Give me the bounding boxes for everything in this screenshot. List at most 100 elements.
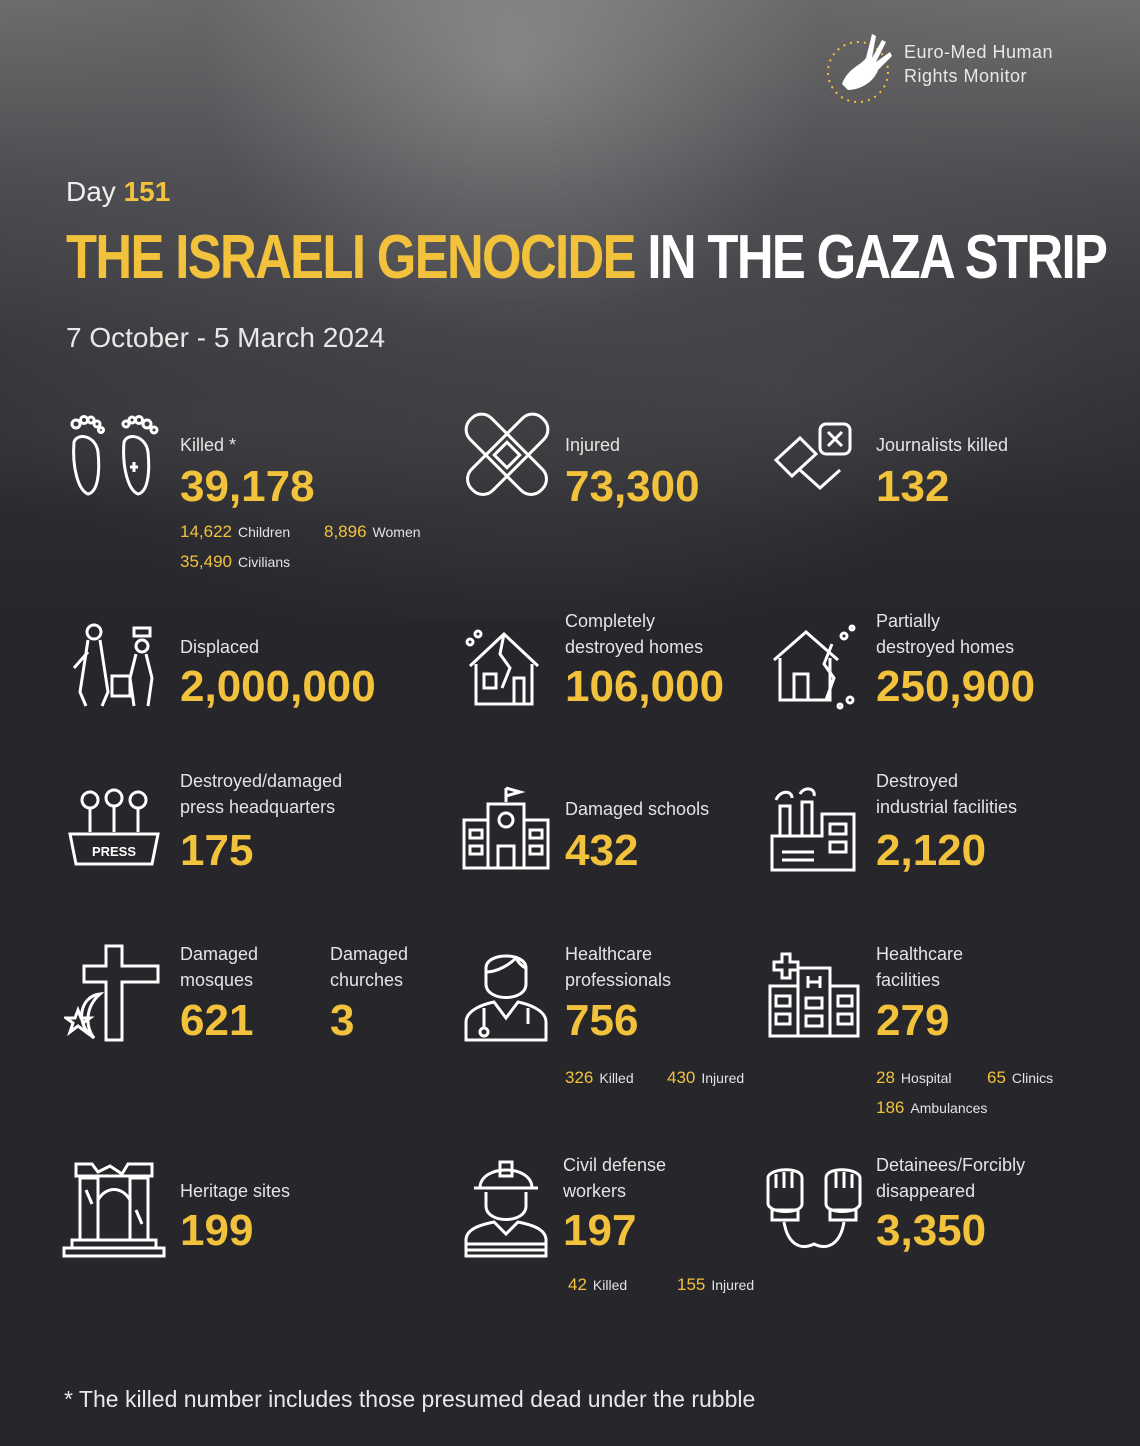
- destroyed-homes-value: 106,000: [565, 662, 725, 711]
- factory-icon: [770, 786, 858, 872]
- partial-homes-label-2: destroyed homes: [876, 637, 1015, 657]
- title-rest: IN THE GAZA STRIP: [647, 223, 1108, 292]
- clinics-value: 65: [987, 1068, 1006, 1087]
- mosques-label-1: Damaged: [180, 944, 259, 964]
- clinics-label: Clinics: [1011, 1070, 1054, 1086]
- civil-injured-value: 155: [677, 1275, 706, 1294]
- health-fac-label-2: facilities: [876, 970, 941, 990]
- handcuffed-fists-icon: [762, 1160, 866, 1256]
- partial-homes-value: 250,900: [876, 662, 1036, 711]
- hospital-label: Hospital: [900, 1070, 952, 1086]
- women-value: 8,896: [324, 522, 367, 541]
- schools-label: Damaged schools: [565, 799, 710, 819]
- industrial-label-2: industrial facilities: [876, 797, 1018, 817]
- displaced-people-icon: [70, 622, 162, 712]
- killed-value: 39,178: [180, 462, 315, 511]
- footprints-icon: [64, 412, 164, 504]
- injured-value: 73,300: [565, 462, 700, 511]
- rubble-texture: [0, 300, 1140, 600]
- displaced-value: 2,000,000: [180, 662, 376, 711]
- hospital-icon: [768, 952, 860, 1040]
- health-pros-killed-label: Killed: [599, 1070, 634, 1086]
- mosques-value: 621: [180, 996, 254, 1045]
- children-label: Children: [238, 524, 291, 540]
- date-range: 7 October - 5 March 2024: [66, 322, 386, 353]
- detainees-label-2: disappeared: [876, 1181, 976, 1201]
- churches-label-1: Damaged: [330, 944, 409, 964]
- destroyed-homes-label-1: Completely: [565, 611, 656, 631]
- churches-value: 3: [330, 996, 355, 1045]
- civil-defense-label-2: workers: [563, 1181, 627, 1201]
- page-title: THE ISRAELI GENOCIDE IN THE GAZA STRIP: [66, 222, 1108, 293]
- civilians-value: 35,490: [180, 552, 232, 571]
- heritage-label: Heritage sites: [180, 1181, 291, 1201]
- journalists-label: Journalists killed: [876, 435, 1009, 455]
- hospital-value: 28: [876, 1068, 895, 1087]
- killed-label: Killed *: [180, 435, 237, 455]
- civilians-label: Civilians: [238, 554, 291, 570]
- detainees-label-1: Detainees/Forcibly: [876, 1155, 1026, 1175]
- health-pros-injured-value: 430: [667, 1068, 696, 1087]
- logo: Euro-Med Human Rights Monitor: [820, 28, 1070, 108]
- doctor-icon: [464, 946, 548, 1042]
- cross-crescent-icon: [64, 944, 162, 1044]
- civil-defense-injured: 155 Injured: [677, 1275, 754, 1295]
- killed-women: 8,896 Women: [324, 522, 421, 542]
- injured-label: Injured: [565, 435, 621, 455]
- killed-children: 14,622 Children: [180, 522, 290, 542]
- damaged-house-icon: [770, 624, 858, 710]
- health-pros-injured-label: Injured: [701, 1070, 745, 1086]
- civil-defense-label-1: Civil defense: [563, 1155, 667, 1175]
- logo-line-1: Euro-Med Human: [904, 42, 1054, 62]
- displaced-label: Displaced: [180, 637, 260, 657]
- health-pros-killed: 326 Killed: [565, 1068, 634, 1088]
- press-microphones-icon: PRESS: [66, 788, 162, 872]
- ambulances-value: 186: [876, 1098, 905, 1117]
- civil-defense-value: 197: [563, 1206, 637, 1255]
- press-value: 175: [180, 826, 254, 875]
- health-fac-label-1: Healthcare: [876, 944, 964, 964]
- title-highlight: THE ISRAELI GENOCIDE: [66, 223, 637, 292]
- day-number: 151: [123, 176, 171, 207]
- civil-injured-label: Injured: [711, 1277, 755, 1293]
- industrial-value: 2,120: [876, 826, 987, 875]
- health-pros-label-2: professionals: [565, 970, 672, 990]
- health-fac-clinics: 65 Clinics: [987, 1068, 1053, 1088]
- civil-killed-label: Killed: [592, 1277, 628, 1293]
- civil-killed-value: 42: [568, 1275, 587, 1294]
- mosques-label-2: mosques: [180, 970, 254, 990]
- killed-civilians: 35,490 Civilians: [180, 552, 290, 572]
- civil-defense-killed: 42 Killed: [568, 1275, 627, 1295]
- bandage-icon: [462, 410, 552, 500]
- health-pros-killed-value: 326: [565, 1068, 594, 1087]
- school-building-icon: [462, 786, 550, 872]
- heritage-value: 199: [180, 1206, 254, 1255]
- destroyed-homes-label-2: destroyed homes: [565, 637, 704, 657]
- health-pros-value: 756: [565, 996, 639, 1045]
- logo-line-2: Rights Monitor: [904, 66, 1028, 86]
- press-sign: PRESS: [92, 844, 136, 859]
- industrial-label-1: Destroyed: [876, 771, 959, 791]
- press-label-2: press headquarters: [180, 797, 336, 817]
- health-fac-hospital: 28 Hospital: [876, 1068, 952, 1088]
- footnote: * The killed number includes those presu…: [64, 1386, 756, 1412]
- press-label-1: Destroyed/damaged: [180, 771, 343, 791]
- dove-hand-icon: [827, 34, 892, 103]
- ambulances-label: Ambulances: [910, 1100, 988, 1116]
- destroyed-house-icon: [462, 624, 546, 708]
- day-prefix: Day: [66, 176, 116, 207]
- detainees-value: 3,350: [876, 1206, 987, 1255]
- health-pros-label-1: Healthcare: [565, 944, 653, 964]
- day-label: Day 151: [66, 176, 170, 208]
- handcuffed-press-icon: [770, 410, 860, 500]
- health-fac-ambulances: 186 Ambulances: [876, 1098, 987, 1118]
- children-value: 14,622: [180, 522, 232, 541]
- schools-value: 432: [565, 826, 639, 875]
- ruined-arch-icon: [62, 1160, 166, 1258]
- partial-homes-label-1: Partially: [876, 611, 941, 631]
- health-fac-value: 279: [876, 996, 950, 1045]
- journalists-value: 132: [876, 462, 950, 511]
- health-pros-injured: 430 Injured: [667, 1068, 744, 1088]
- churches-label-2: churches: [330, 970, 404, 990]
- women-label: Women: [372, 524, 421, 540]
